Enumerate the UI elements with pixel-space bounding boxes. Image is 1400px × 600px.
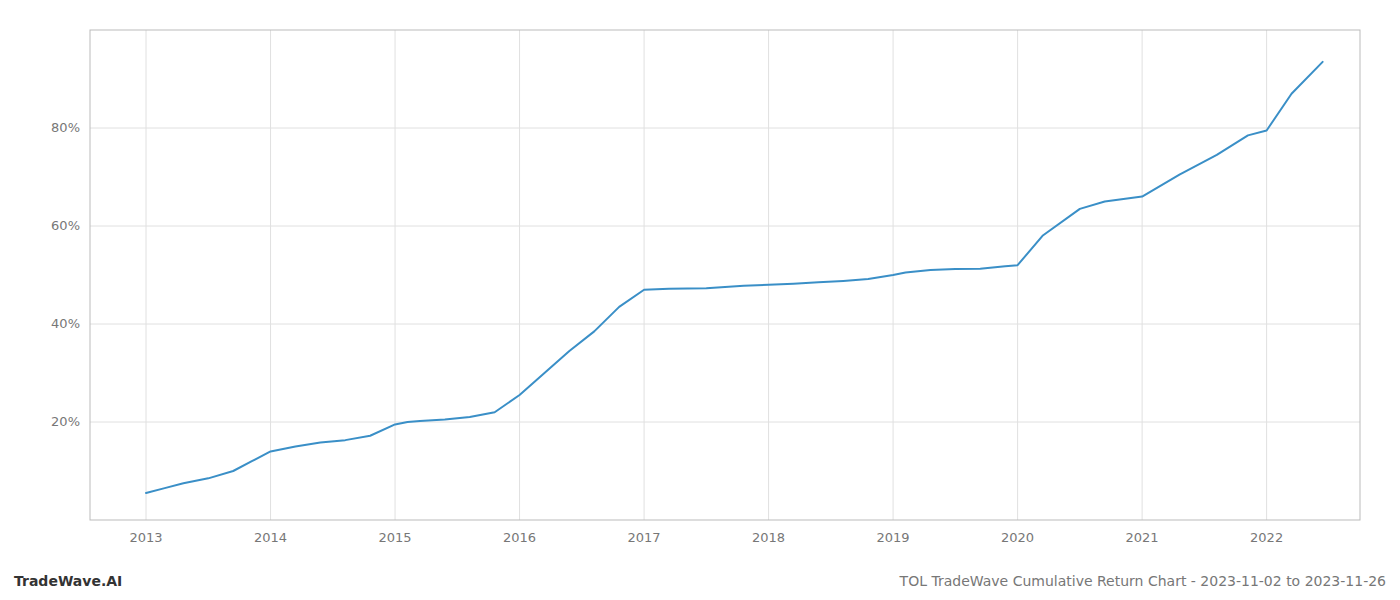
x-tick-label: 2014	[254, 530, 287, 545]
line-series	[146, 62, 1323, 493]
title: TOL TradeWave Cumulative Return Chart - …	[899, 573, 1386, 589]
chart-svg: 20% 40% 60% 80% 2013 2014 2015 2016 2017 2018 2019…	[0, 0, 1400, 600]
x-grid-line	[644, 30, 645, 520]
x-grid-line	[1266, 30, 1267, 520]
x-grid-line	[1017, 30, 1018, 520]
x-grid-line	[1142, 30, 1143, 520]
x-tick-label: 2015	[379, 530, 412, 545]
x-grid-line	[519, 30, 520, 520]
x-tick-label: 2019	[877, 530, 910, 545]
x-tick-label: 2017	[628, 530, 661, 545]
watermark: TradeWave.AI	[14, 573, 122, 589]
y-grid-line	[90, 128, 1360, 129]
chart-container: 20% 40% 60% 80% 2013 2014 2015 2016 2017 2018 2019…	[0, 0, 1400, 600]
y-grid-line	[90, 226, 1360, 227]
x-tick-label: 2016	[503, 530, 536, 545]
axes: 20% 40% 60% 80% 2013 2014 2015 2016 2017 2018 2019…	[51, 30, 1360, 545]
y-tick-label: 40%	[51, 316, 80, 331]
y-grid-line	[90, 324, 1360, 325]
grid	[90, 30, 1360, 520]
x-tick-label: 2021	[1126, 530, 1159, 545]
y-tick-label: 80%	[51, 120, 80, 135]
x-grid-line	[395, 30, 396, 520]
x-grid-line	[768, 30, 769, 520]
y-grid-line	[90, 422, 1360, 423]
background	[0, 0, 1400, 600]
x-grid-line	[270, 30, 271, 520]
x-grid-line	[146, 30, 147, 520]
y-tick-label: 60%	[51, 218, 80, 233]
texts: TradeWave.AI TOL TradeWave Cumulative Ret…	[14, 573, 1386, 589]
x-tick-label: 2018	[752, 530, 785, 545]
x-tick-label: 2013	[129, 530, 162, 545]
x-tick-label: 2022	[1250, 530, 1283, 545]
plot-frame	[90, 30, 1360, 520]
y-tick-label: 20%	[51, 414, 80, 429]
series-group	[146, 62, 1323, 493]
x-tick-label: 2020	[1001, 530, 1034, 545]
